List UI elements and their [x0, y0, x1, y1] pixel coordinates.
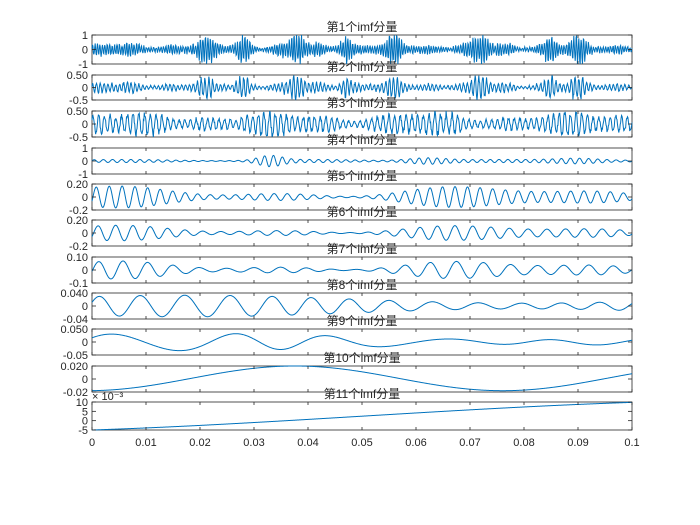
subplot-title: 第3个imf分量: [327, 96, 398, 110]
y-tick-label: 0.20: [67, 179, 88, 191]
axes-box: [91, 110, 633, 138]
y-tick-label: 0: [82, 45, 88, 57]
x-tick-label: 0.09: [567, 437, 588, 449]
subplot-title: 第10个imf分量: [323, 351, 400, 365]
x-tick-label: 0.1: [624, 437, 639, 449]
y-tick-label: 0: [82, 337, 88, 349]
y-tick-label: -1: [78, 59, 88, 71]
y-tick-label: 0: [82, 156, 88, 168]
subplot-stack: 10-1第1个imf分量0.500-0.5第2个imf分量0.500-0.5第3…: [60, 20, 639, 449]
y-tick-label: 0.10: [67, 252, 88, 264]
imf-3-line: [91, 110, 633, 138]
subplot-7: 0.100-0.1 第7个imf分量: [67, 242, 633, 290]
x-tick-label: 0.06: [405, 437, 426, 449]
y-tick-label: -0.04: [63, 314, 88, 326]
x-tick-label: 0.08: [513, 437, 534, 449]
subplot-4: 10-1 第4个imf分量: [78, 133, 633, 181]
y-tick-label: 0.20: [67, 215, 88, 227]
x-tick-label: 0.02: [189, 437, 210, 449]
y-tick-label: 0.50: [67, 106, 88, 118]
y-tick-label: 0.040: [60, 288, 88, 300]
y-tick-label: -0.2: [69, 241, 88, 253]
subplot-title: 第8个imf分量: [327, 278, 398, 292]
y-tick-label: 0: [82, 192, 88, 204]
y-tick-label: 0: [82, 228, 88, 240]
y-tick-label: -0.2: [69, 205, 88, 217]
imf-8-line: [91, 294, 633, 318]
imf-6-line: [91, 224, 633, 242]
y-tick-label: 0: [82, 416, 88, 428]
y-tick-label: 0: [82, 265, 88, 277]
imf-2-line: [91, 75, 633, 101]
imf-7-line: [91, 260, 633, 280]
y-tick-label: 0: [82, 83, 88, 95]
subplot-title: 第5个imf分量: [327, 169, 398, 183]
y-tick-label: 1: [82, 143, 88, 155]
y-tick-label: 0: [82, 301, 88, 313]
subplot-1: 1 0 -1 第1个imf分量: [78, 20, 633, 71]
y-tick-label: -0.5: [69, 95, 88, 107]
y-tick-label: 10: [76, 397, 88, 409]
y-tick-label: 0: [82, 119, 88, 131]
imf-9-line: [91, 333, 633, 352]
y-tick-label: -0.1: [69, 278, 88, 290]
subplot-title: 第2个imf分量: [327, 60, 398, 74]
x-tick-label: 0.07: [459, 437, 480, 449]
subplot-title: 第6个imf分量: [327, 205, 398, 219]
y-tick-label: 5: [82, 406, 88, 418]
imf-5-line: [91, 185, 633, 209]
imf-10-line: [91, 365, 633, 392]
x-tick-label: 0: [89, 437, 95, 449]
subplot-title: 第1个imf分量: [327, 20, 398, 34]
x-tick-label: 0.04: [297, 437, 318, 449]
subplot-title: 第9个imf分量: [327, 314, 398, 328]
y-tick-label: 0.50: [67, 70, 88, 82]
x-tick-label: 0.05: [351, 437, 372, 449]
imf-4-line: [91, 154, 633, 168]
y-tick-label: 0: [82, 374, 88, 386]
subplot-title: 第11个imf分量: [324, 387, 400, 401]
y-tick-label: 0.050: [60, 324, 88, 336]
y-tick-label: -1: [78, 169, 88, 181]
y-tick-label: -0.02: [63, 387, 88, 399]
subplot-title: 第4个imf分量: [327, 133, 398, 147]
y-tick-label: -5: [78, 425, 88, 437]
subplot-5: 0.200-0.2 第5个imf分量: [67, 169, 633, 217]
y-tick-label: -0.5: [69, 132, 88, 144]
y-tick-label: -0.05: [63, 350, 88, 362]
subplot-2: 0.500-0.5 第2个imf分量: [67, 60, 633, 107]
imf-1-line: [91, 34, 633, 65]
imf-11-line: [91, 401, 633, 431]
x-tick-label: 0.03: [243, 437, 264, 449]
y-exponent-label: × 10⁻³: [92, 391, 124, 403]
x-tick-label: 0.01: [135, 437, 156, 449]
subplot-title: 第7个imf分量: [327, 242, 398, 256]
y-tick-label: 1: [82, 30, 88, 42]
y-tick-label: 0.020: [60, 361, 88, 373]
